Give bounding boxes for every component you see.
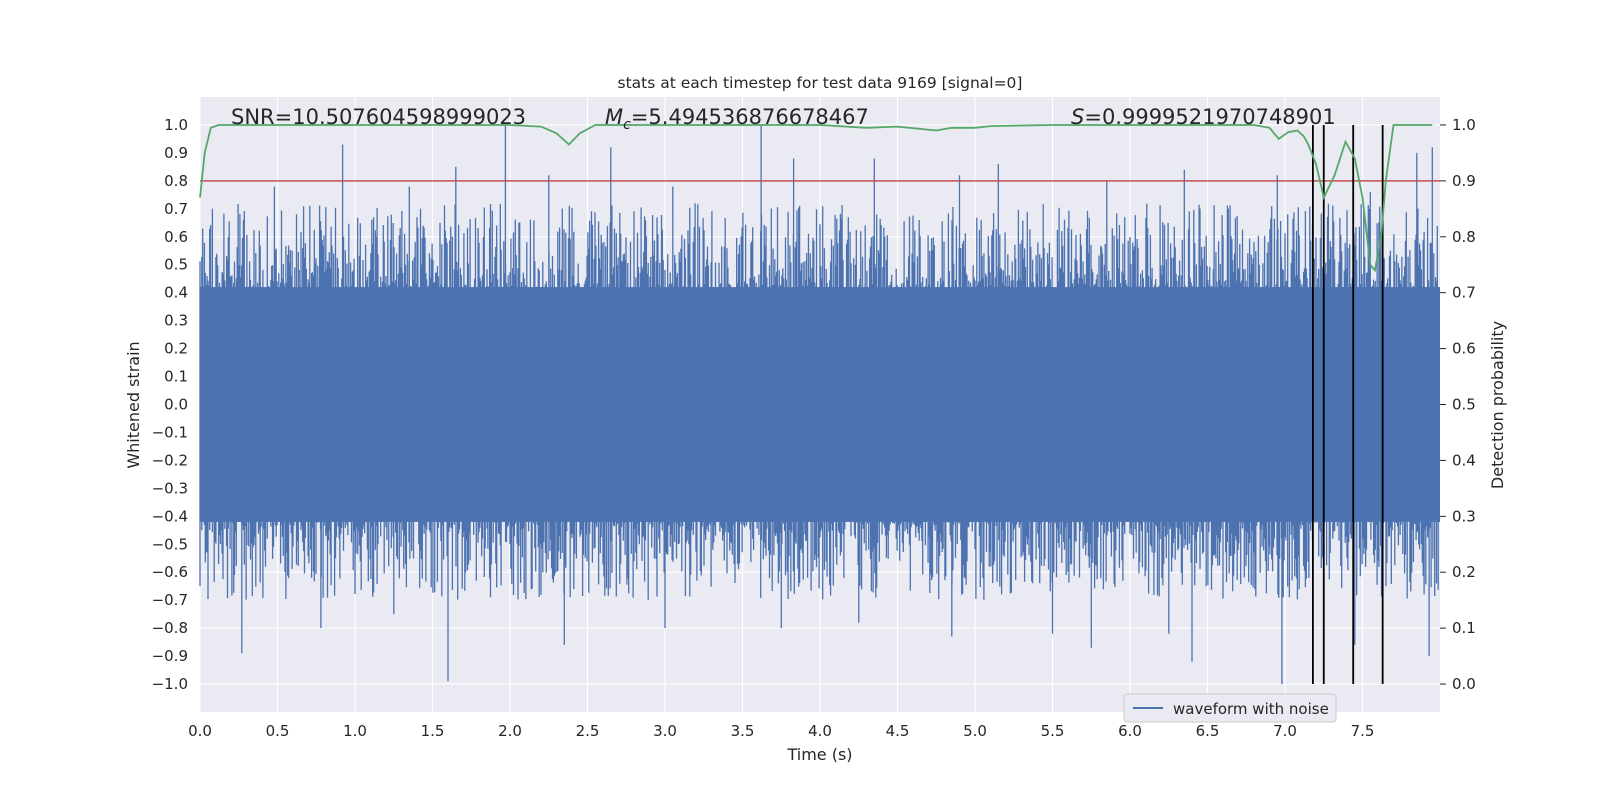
x-tick-label: 7.0	[1273, 722, 1297, 740]
mc-subscript: c	[623, 117, 631, 133]
y-tick-label: −0.2	[152, 451, 188, 469]
x-tick-label: 2.0	[498, 722, 522, 740]
y-tick-label: 0.4	[164, 284, 188, 302]
y-tick-label: 0.8	[164, 172, 188, 190]
x-tick-label: 5.0	[963, 722, 987, 740]
snr-annotation: SNR=10.507604598999023	[231, 105, 526, 129]
y2-tick-label: 0.6	[1452, 340, 1476, 358]
x-tick-label: 0.5	[266, 722, 290, 740]
x-tick-label: 6.5	[1196, 722, 1220, 740]
y-tick-label: 0.7	[164, 200, 188, 218]
y-tick-label: −0.3	[152, 479, 188, 497]
y-tick-label: 0.0	[164, 396, 188, 414]
y-tick-label: 0.9	[164, 144, 188, 162]
y2-tick-label: 0.7	[1452, 284, 1476, 302]
y-tick-label: 0.3	[164, 312, 188, 330]
s-symbol: S	[1071, 105, 1084, 129]
y-tick-label: −0.5	[152, 535, 188, 553]
mc-symbol: M	[605, 105, 623, 129]
x-tick-label: 4.5	[886, 722, 910, 740]
x-tick-label: 1.0	[343, 722, 367, 740]
x-tick-label: 4.0	[808, 722, 832, 740]
legend: waveform with noise	[1123, 693, 1337, 723]
y-tick-label: −0.7	[152, 591, 188, 609]
y-tick-label: −1.0	[152, 675, 188, 693]
x-tick-label: 7.5	[1351, 722, 1375, 740]
x-tick-label: 1.5	[421, 722, 445, 740]
y-tick-label: −0.9	[152, 647, 188, 665]
x-axis-label: Time (s)	[786, 745, 852, 764]
y-axis-ticks: 1.0 0.9 0.8 0.7 0.6 0.5 0.4 0.3 0.2 0.1 0.0 −0.1 −0.…	[152, 116, 188, 693]
x-tick-label: 3.0	[653, 722, 677, 740]
y2-axis-ticks: 1.0 0.9 0.8 0.7 0.6 0.5 0.4 0.3 0.2 0.1 0.0	[1440, 116, 1476, 693]
chart-title: stats at each timestep for test data 916…	[618, 74, 1023, 92]
detection-probability-line	[199, 124, 1433, 273]
y2-tick-label: 0.5	[1452, 396, 1476, 414]
x-axis-ticks: 0.0 0.5 1.0 1.5 2.0 2.5 3.0 3.5 4.0 4.5 5.0 5.5 6.0 6…	[188, 722, 1374, 740]
waveform-series	[199, 125, 1440, 684]
y-tick-label: 0.6	[164, 228, 188, 246]
y-tick-label: 0.5	[164, 256, 188, 274]
mc-annotation: Mc=5.494536876678467	[605, 105, 869, 133]
y-tick-label: 0.2	[164, 340, 188, 358]
x-tick-label: 5.5	[1041, 722, 1065, 740]
legend-box	[1123, 693, 1337, 723]
waveform-line	[199, 125, 1440, 684]
y2-tick-label: 0.9	[1452, 172, 1476, 190]
y-tick-label: −0.8	[152, 619, 188, 637]
y2-tick-label: 0.0	[1452, 675, 1476, 693]
mc-value: =5.494536876678467	[631, 105, 869, 129]
y-axis-label: Whitened strain	[124, 341, 143, 468]
legend-label: waveform with noise	[1173, 700, 1329, 718]
s-value: =0.9999521970748901	[1084, 105, 1335, 129]
x-tick-label: 6.0	[1118, 722, 1142, 740]
y2-tick-label: 0.4	[1452, 451, 1476, 469]
y-tick-label: 1.0	[164, 116, 188, 134]
y-tick-label: 0.1	[164, 368, 188, 386]
y-tick-label: −0.1	[152, 423, 188, 441]
y-tick-label: −0.6	[152, 563, 188, 581]
x-tick-label: 2.5	[576, 722, 600, 740]
s-annotation: S=0.9999521970748901	[1071, 105, 1336, 129]
x-tick-label: 3.5	[731, 722, 755, 740]
y2-tick-label: 1.0	[1452, 116, 1476, 134]
y2-tick-label: 0.3	[1452, 507, 1476, 525]
y-tick-label: −0.4	[152, 507, 188, 525]
x-tick-label: 0.0	[188, 722, 212, 740]
y2-tick-label: 0.1	[1452, 619, 1476, 637]
y2-tick-label: 0.8	[1452, 228, 1476, 246]
y2-axis-label: Detection probability	[1488, 321, 1507, 489]
y2-tick-label: 0.2	[1452, 563, 1476, 581]
